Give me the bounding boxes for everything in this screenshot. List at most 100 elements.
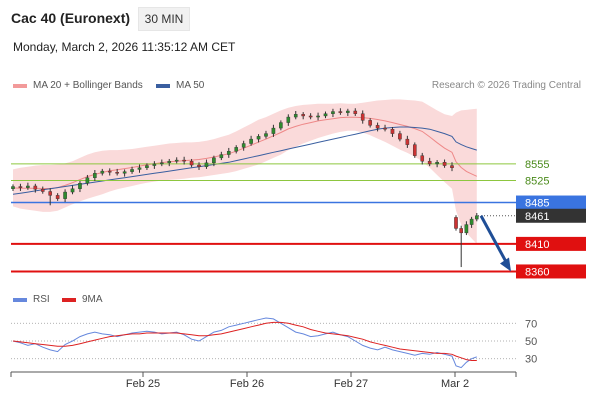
candle-body: [160, 162, 164, 165]
candle-body: [174, 159, 179, 162]
candle-body: [286, 116, 291, 123]
candle-body: [293, 114, 298, 118]
level-label-8410: 8410: [525, 239, 549, 251]
candle-body: [390, 128, 395, 134]
candle-body: [234, 147, 239, 152]
level-label-8525: 8525: [525, 175, 549, 187]
candle-body: [107, 170, 112, 173]
candle-body: [279, 122, 283, 129]
rsi-series-rsi: [12, 317, 477, 369]
rsi-series-9ma: [12, 321, 477, 361]
candle-body: [48, 191, 53, 196]
rsi-tick-70: 70: [525, 318, 537, 330]
candle-body: [33, 185, 38, 190]
forecast-arrow-line: [479, 215, 510, 267]
candle-body: [226, 151, 231, 155]
candle-body: [197, 164, 201, 167]
legend-ma20-label: MA 20 + Bollinger Bands: [33, 80, 143, 91]
candle-body: [469, 218, 474, 225]
candle-body: [11, 186, 15, 189]
candle-body: [241, 143, 246, 148]
ma50-line: [12, 126, 477, 195]
candle-body: [18, 186, 23, 188]
candle-body: [256, 136, 261, 140]
level-label-8461: 8461: [525, 211, 549, 223]
candle-body: [405, 138, 410, 145]
level-label-8555: 8555: [525, 159, 549, 171]
candle-body: [115, 171, 119, 174]
candle-body: [331, 111, 335, 114]
legend-ma50: MA 50: [156, 80, 204, 91]
candle-body: [308, 115, 313, 118]
candle-body: [212, 157, 216, 164]
candle-body: [464, 224, 469, 234]
x-tick-label: Feb 25: [126, 378, 160, 390]
candle-body: [360, 113, 365, 121]
candle-body: [204, 162, 209, 167]
candle-body: [219, 154, 224, 159]
x-tick-label: Mar 2: [441, 378, 469, 390]
legend-rsi-label: RSI: [33, 294, 50, 305]
legend-9ma-label: 9MA: [82, 294, 103, 305]
candle-body: [122, 171, 127, 174]
candle-body: [375, 125, 380, 129]
candle-body: [323, 113, 328, 117]
ma20-swatch: [13, 83, 27, 88]
legend-ma20: MA 20 + Bollinger Bands: [13, 80, 143, 91]
instrument-title: Cac 40 (Euronext): [11, 10, 131, 26]
level-label-8485: 8485: [525, 198, 549, 210]
bollinger-band: [13, 99, 477, 244]
candle-body: [450, 165, 454, 168]
candle-body: [420, 155, 425, 162]
candle-body: [55, 195, 60, 199]
ma9-swatch: [62, 297, 76, 302]
candle-body: [316, 115, 320, 118]
candle-body: [435, 162, 439, 165]
candle-body: [145, 165, 149, 168]
candle-body: [130, 169, 134, 172]
forecast-arrow-head: [500, 257, 511, 272]
candle-body: [152, 163, 157, 166]
legend-9ma: 9MA: [62, 294, 103, 305]
candle-body: [338, 111, 343, 113]
rsi-swatch: [13, 297, 27, 302]
candle-body: [70, 188, 75, 193]
candle-body: [182, 159, 186, 162]
candle-body: [85, 177, 90, 184]
candle-body: [475, 215, 479, 220]
candle-body: [63, 191, 67, 199]
legend-ma50-label: MA 50: [176, 80, 205, 91]
candle-body: [78, 183, 82, 189]
candle-body: [249, 138, 253, 144]
candle-body: [412, 144, 417, 156]
credit-text: Research © 2026 Trading Central: [431, 80, 581, 91]
x-tick-label: Feb 27: [334, 378, 368, 390]
candle-body: [40, 189, 45, 192]
label-box-8461: [516, 208, 586, 223]
candle-body: [100, 170, 105, 174]
candle-body: [26, 185, 30, 188]
candle-body: [353, 110, 358, 114]
candle-body: [264, 133, 268, 137]
candle-body: [427, 160, 432, 165]
ma50-swatch: [156, 83, 170, 88]
candle-body: [398, 133, 402, 140]
candle-body: [271, 127, 276, 134]
candle-body: [442, 162, 447, 166]
candle-body: [368, 120, 372, 126]
candle-body: [454, 217, 458, 229]
chart-header: Cac 40 (Euronext) 30 MIN Monday, March 2…: [0, 0, 590, 70]
timeframe-badge[interactable]: 30 MIN: [138, 7, 190, 31]
timestamp: Monday, March 2, 2026 11:35:12 AM CET: [13, 40, 236, 54]
candle-body: [167, 160, 172, 164]
candle-body: [93, 173, 97, 178]
level-label-8360: 8360: [525, 266, 549, 278]
x-tick-label: Feb 26: [230, 378, 264, 390]
candle-body: [383, 127, 387, 130]
label-box-8410: [516, 236, 586, 251]
label-box-8360: [516, 264, 586, 279]
candle-body: [137, 167, 142, 170]
candle-body: [189, 160, 194, 166]
candle-body: [346, 110, 350, 113]
